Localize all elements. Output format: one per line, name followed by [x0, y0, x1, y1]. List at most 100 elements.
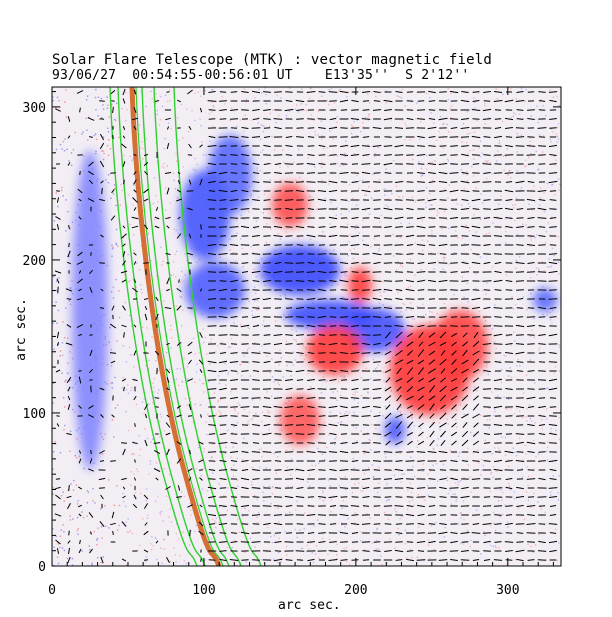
field-vector — [483, 514, 491, 516]
field-vector — [307, 307, 315, 309]
field-vector — [56, 190, 60, 192]
field-vector — [417, 532, 425, 534]
field-vector — [373, 541, 381, 543]
field-vector — [549, 217, 557, 219]
field-vector — [285, 235, 293, 237]
field-vector — [395, 253, 403, 255]
field-vector — [483, 289, 491, 291]
field-vector — [372, 127, 382, 129]
field-vector — [450, 145, 458, 147]
field-vector — [329, 523, 337, 525]
field-vector — [527, 262, 535, 264]
field-vector — [68, 530, 70, 536]
field-vector — [340, 370, 348, 372]
field-vector — [427, 262, 437, 264]
field-vector — [251, 253, 261, 255]
field-vector — [306, 289, 316, 291]
field-vector — [438, 559, 448, 561]
field-vector — [439, 550, 447, 552]
field-vector — [164, 172, 172, 174]
field-vector — [176, 342, 182, 346]
field-vector — [123, 332, 125, 338]
field-vector — [328, 342, 338, 346]
field-vector — [362, 145, 370, 147]
field-vector — [383, 262, 393, 264]
field-vector — [285, 217, 293, 219]
field-vector — [219, 397, 227, 399]
field-vector — [394, 216, 404, 220]
field-vector — [527, 181, 535, 183]
field-vector — [339, 226, 349, 228]
field-vector — [471, 217, 481, 219]
field-vector — [240, 324, 250, 328]
field-vector — [307, 532, 315, 534]
field-vector — [199, 504, 203, 508]
field-vector — [527, 217, 535, 219]
field-vector — [318, 415, 326, 417]
field-vector — [273, 522, 283, 526]
field-vector — [439, 91, 447, 93]
field-vector — [65, 288, 73, 292]
field-vector — [373, 415, 381, 417]
field-vector — [219, 307, 227, 309]
field-vector — [56, 224, 60, 230]
field-vector — [549, 190, 557, 192]
field-vector — [252, 379, 260, 381]
y-axis-label: arc sec. — [13, 298, 29, 361]
field-vector — [548, 280, 558, 282]
field-vector — [439, 154, 447, 156]
field-vector — [527, 136, 535, 138]
field-vector — [460, 136, 470, 138]
field-vector — [143, 198, 149, 202]
field-vector — [406, 109, 414, 111]
field-vector — [144, 313, 148, 321]
field-vector — [230, 235, 238, 237]
field-vector — [538, 460, 546, 462]
axis-ticks: 0 100 200 300 0 100 200 300 — [23, 87, 561, 598]
field-vector — [429, 421, 435, 429]
field-vector — [219, 199, 227, 201]
field-vector — [493, 505, 503, 507]
field-vector — [100, 234, 104, 238]
field-vector — [306, 91, 316, 93]
field-vector — [318, 154, 326, 156]
field-vector — [549, 316, 557, 318]
field-vector — [241, 415, 249, 417]
field-vector — [438, 163, 448, 165]
field-vector — [461, 171, 469, 175]
field-vector — [439, 505, 447, 507]
field-vector — [527, 334, 535, 336]
field-vector — [460, 208, 470, 210]
field-vector — [68, 224, 70, 230]
field-vector — [461, 368, 469, 374]
field-vector — [176, 405, 182, 409]
field-vector — [449, 217, 459, 219]
field-vector — [439, 486, 447, 490]
field-vector — [384, 341, 392, 347]
field-vector — [429, 403, 435, 411]
field-vector — [394, 144, 404, 148]
field-vector — [549, 99, 557, 103]
field-vector — [493, 216, 503, 220]
field-vector — [295, 190, 305, 192]
field-vector — [493, 496, 503, 498]
field-vector — [471, 316, 481, 318]
field-vector — [273, 397, 283, 399]
field-vector — [340, 163, 348, 165]
field-vector — [549, 549, 557, 553]
field-vector — [351, 271, 359, 273]
field-vector — [428, 395, 436, 401]
field-vector — [200, 224, 202, 230]
field-vector — [143, 154, 149, 156]
field-vector — [472, 306, 480, 310]
field-vector — [505, 343, 513, 345]
field-vector — [296, 127, 304, 129]
field-vector — [460, 180, 470, 184]
field-vector — [229, 199, 239, 201]
field-vector — [549, 432, 557, 436]
field-vector — [155, 313, 159, 321]
field-vector — [153, 468, 161, 472]
field-vector — [187, 504, 193, 508]
field-vector — [493, 279, 503, 283]
field-vector — [307, 352, 315, 354]
